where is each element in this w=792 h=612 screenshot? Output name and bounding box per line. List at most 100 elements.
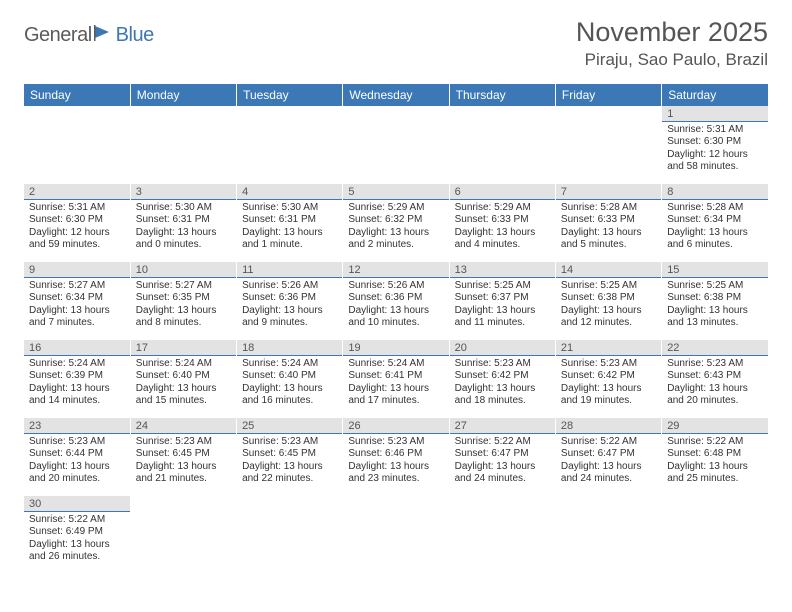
calendar-cell	[24, 106, 130, 184]
calendar-cell: 2Sunrise: 5:31 AMSunset: 6:30 PMDaylight…	[24, 184, 130, 262]
daylight-line: Daylight: 13 hours and 12 minutes.	[561, 305, 656, 330]
sunrise-line: Sunrise: 5:24 AM	[348, 358, 443, 371]
day-body: Sunrise: 5:25 AMSunset: 6:38 PMDaylight:…	[556, 278, 661, 333]
daylight-line: Daylight: 13 hours and 5 minutes.	[561, 227, 656, 252]
header: General Blue November 2025 Piraju, Sao P…	[24, 18, 768, 70]
calendar-week-row: 30Sunrise: 5:22 AMSunset: 6:49 PMDayligh…	[24, 496, 768, 574]
calendar-cell: 26Sunrise: 5:23 AMSunset: 6:46 PMDayligh…	[343, 418, 449, 496]
day-body: Sunrise: 5:24 AMSunset: 6:40 PMDaylight:…	[237, 356, 342, 411]
calendar-cell: 29Sunrise: 5:22 AMSunset: 6:48 PMDayligh…	[662, 418, 768, 496]
sunrise-line: Sunrise: 5:23 AM	[667, 358, 763, 371]
day-number: 21	[556, 340, 661, 356]
sunset-line: Sunset: 6:43 PM	[667, 370, 763, 383]
calendar-cell	[130, 496, 236, 574]
day-number: 27	[450, 418, 555, 434]
daylight-line: Daylight: 13 hours and 1 minute.	[242, 227, 337, 252]
sunset-line: Sunset: 6:45 PM	[242, 448, 337, 461]
calendar-cell: 5Sunrise: 5:29 AMSunset: 6:32 PMDaylight…	[343, 184, 449, 262]
calendar-cell: 10Sunrise: 5:27 AMSunset: 6:35 PMDayligh…	[130, 262, 236, 340]
calendar-cell: 18Sunrise: 5:24 AMSunset: 6:40 PMDayligh…	[237, 340, 343, 418]
day-body: Sunrise: 5:30 AMSunset: 6:31 PMDaylight:…	[131, 200, 236, 255]
daylight-line: Daylight: 13 hours and 8 minutes.	[136, 305, 231, 330]
logo-text-blue: Blue	[116, 24, 154, 47]
calendar-cell: 27Sunrise: 5:22 AMSunset: 6:47 PMDayligh…	[449, 418, 555, 496]
day-body: Sunrise: 5:31 AMSunset: 6:30 PMDaylight:…	[24, 200, 130, 255]
daylight-line: Daylight: 13 hours and 24 minutes.	[561, 461, 656, 486]
daylight-line: Daylight: 13 hours and 21 minutes.	[136, 461, 231, 486]
day-body: Sunrise: 5:22 AMSunset: 6:48 PMDaylight:…	[662, 434, 768, 489]
calendar-cell: 22Sunrise: 5:23 AMSunset: 6:43 PMDayligh…	[662, 340, 768, 418]
day-body: Sunrise: 5:29 AMSunset: 6:32 PMDaylight:…	[343, 200, 448, 255]
daylight-line: Daylight: 13 hours and 16 minutes.	[242, 383, 337, 408]
calendar-week-row: 9Sunrise: 5:27 AMSunset: 6:34 PMDaylight…	[24, 262, 768, 340]
calendar-cell: 19Sunrise: 5:24 AMSunset: 6:41 PMDayligh…	[343, 340, 449, 418]
day-number: 28	[556, 418, 661, 434]
sunrise-line: Sunrise: 5:23 AM	[136, 436, 231, 449]
daylight-line: Daylight: 12 hours and 58 minutes.	[667, 149, 763, 174]
calendar-cell: 7Sunrise: 5:28 AMSunset: 6:33 PMDaylight…	[555, 184, 661, 262]
calendar-cell	[237, 106, 343, 184]
calendar-cell: 11Sunrise: 5:26 AMSunset: 6:36 PMDayligh…	[237, 262, 343, 340]
calendar-cell: 6Sunrise: 5:29 AMSunset: 6:33 PMDaylight…	[449, 184, 555, 262]
daylight-line: Daylight: 13 hours and 22 minutes.	[242, 461, 337, 486]
calendar-cell: 12Sunrise: 5:26 AMSunset: 6:36 PMDayligh…	[343, 262, 449, 340]
day-number: 13	[450, 262, 555, 278]
day-body: Sunrise: 5:26 AMSunset: 6:36 PMDaylight:…	[237, 278, 342, 333]
day-body: Sunrise: 5:23 AMSunset: 6:42 PMDaylight:…	[556, 356, 661, 411]
daylight-line: Daylight: 13 hours and 20 minutes.	[29, 461, 125, 486]
day-body: Sunrise: 5:22 AMSunset: 6:47 PMDaylight:…	[450, 434, 555, 489]
calendar-body: 1Sunrise: 5:31 AMSunset: 6:30 PMDaylight…	[24, 106, 768, 574]
weekday-header: Thursday	[449, 84, 555, 106]
sunset-line: Sunset: 6:35 PM	[136, 292, 231, 305]
sunset-line: Sunset: 6:38 PM	[667, 292, 763, 305]
sunset-line: Sunset: 6:30 PM	[29, 214, 125, 227]
daylight-line: Daylight: 13 hours and 20 minutes.	[667, 383, 763, 408]
day-body: Sunrise: 5:24 AMSunset: 6:40 PMDaylight:…	[131, 356, 236, 411]
sunrise-line: Sunrise: 5:25 AM	[667, 280, 763, 293]
day-body: Sunrise: 5:24 AMSunset: 6:39 PMDaylight:…	[24, 356, 130, 411]
day-number: 19	[343, 340, 448, 356]
daylight-line: Daylight: 13 hours and 11 minutes.	[455, 305, 550, 330]
weekday-header: Tuesday	[237, 84, 343, 106]
sunset-line: Sunset: 6:47 PM	[561, 448, 656, 461]
sunrise-line: Sunrise: 5:22 AM	[29, 514, 125, 527]
day-body: Sunrise: 5:23 AMSunset: 6:42 PMDaylight:…	[450, 356, 555, 411]
daylight-line: Daylight: 13 hours and 13 minutes.	[667, 305, 763, 330]
sunset-line: Sunset: 6:47 PM	[455, 448, 550, 461]
daylight-line: Daylight: 13 hours and 18 minutes.	[455, 383, 550, 408]
sunrise-line: Sunrise: 5:23 AM	[29, 436, 125, 449]
weekday-header-row: SundayMondayTuesdayWednesdayThursdayFrid…	[24, 84, 768, 106]
day-number: 17	[131, 340, 236, 356]
day-body: Sunrise: 5:23 AMSunset: 6:46 PMDaylight:…	[343, 434, 448, 489]
calendar-cell	[662, 496, 768, 574]
sunset-line: Sunset: 6:38 PM	[561, 292, 656, 305]
calendar-cell: 25Sunrise: 5:23 AMSunset: 6:45 PMDayligh…	[237, 418, 343, 496]
calendar-week-row: 2Sunrise: 5:31 AMSunset: 6:30 PMDaylight…	[24, 184, 768, 262]
day-number: 14	[556, 262, 661, 278]
page-title: November 2025	[576, 18, 768, 48]
daylight-line: Daylight: 13 hours and 10 minutes.	[348, 305, 443, 330]
calendar-cell	[555, 496, 661, 574]
sunset-line: Sunset: 6:33 PM	[455, 214, 550, 227]
day-number: 8	[662, 184, 768, 200]
day-number: 3	[131, 184, 236, 200]
sunset-line: Sunset: 6:36 PM	[348, 292, 443, 305]
sunrise-line: Sunrise: 5:26 AM	[242, 280, 337, 293]
sunrise-line: Sunrise: 5:24 AM	[136, 358, 231, 371]
day-body: Sunrise: 5:23 AMSunset: 6:45 PMDaylight:…	[131, 434, 236, 489]
calendar-cell: 4Sunrise: 5:30 AMSunset: 6:31 PMDaylight…	[237, 184, 343, 262]
calendar-cell: 3Sunrise: 5:30 AMSunset: 6:31 PMDaylight…	[130, 184, 236, 262]
daylight-line: Daylight: 13 hours and 9 minutes.	[242, 305, 337, 330]
day-body: Sunrise: 5:25 AMSunset: 6:38 PMDaylight:…	[662, 278, 768, 333]
sunset-line: Sunset: 6:37 PM	[455, 292, 550, 305]
day-number: 25	[237, 418, 342, 434]
sunrise-line: Sunrise: 5:23 AM	[348, 436, 443, 449]
calendar-cell	[449, 496, 555, 574]
sunrise-line: Sunrise: 5:24 AM	[29, 358, 125, 371]
day-body: Sunrise: 5:27 AMSunset: 6:34 PMDaylight:…	[24, 278, 130, 333]
sunset-line: Sunset: 6:45 PM	[136, 448, 231, 461]
sunset-line: Sunset: 6:49 PM	[29, 526, 125, 539]
sunrise-line: Sunrise: 5:30 AM	[242, 202, 337, 215]
day-body: Sunrise: 5:23 AMSunset: 6:43 PMDaylight:…	[662, 356, 768, 411]
day-number: 9	[24, 262, 130, 278]
